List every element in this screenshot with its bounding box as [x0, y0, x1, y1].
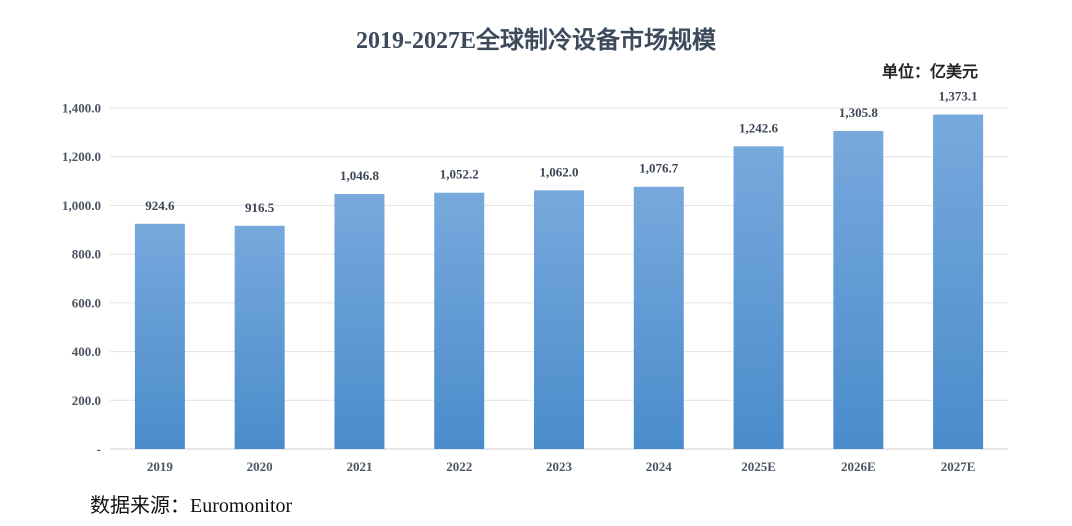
y-tick-label: 1,000.0: [62, 198, 101, 213]
y-tick-label: 200.0: [72, 393, 101, 408]
data-label: 916.5: [245, 200, 275, 215]
data-label: 1,305.8: [839, 105, 879, 120]
x-axis-tick-labels: 2019 2020 2021 2022 2023 2024 2025E 2026E 2027E: [147, 459, 976, 474]
y-tick-label: 1,400.0: [62, 101, 101, 116]
bar-2022: [434, 192, 485, 449]
source-note: 数据来源：Euromonitor: [90, 494, 293, 517]
x-tick-label: 2020: [247, 459, 273, 474]
y-tick-label: 800.0: [72, 247, 101, 262]
data-label: 924.6: [145, 198, 175, 213]
x-tick-label: 2026E: [841, 459, 876, 474]
bar-2026e: [833, 130, 884, 449]
y-tick-label: 600.0: [72, 295, 101, 310]
bar-2021: [334, 194, 385, 449]
y-tick-label: 1,200.0: [62, 149, 101, 164]
y-tick-label: 400.0: [72, 344, 101, 359]
bars: [134, 114, 984, 450]
unit-label: 单位：亿美元: [882, 62, 978, 81]
x-tick-label: 2019: [147, 459, 174, 474]
x-tick-label: 2023: [546, 459, 573, 474]
x-tick-label: 2024: [646, 459, 673, 474]
data-label: 1,242.6: [739, 120, 779, 135]
data-label: 1,046.8: [340, 168, 380, 183]
y-tick-label: -: [97, 442, 101, 457]
bar-2024: [633, 186, 684, 449]
y-axis-tick-labels: - 200.0 400.0 600.0 800.0 1,000.0 1,200.0 1,400…: [62, 101, 101, 457]
data-label: 1,076.7: [639, 161, 679, 176]
bar-2023: [534, 190, 584, 449]
x-tick-label: 2027E: [941, 459, 976, 474]
x-tick-label: 2022: [446, 459, 472, 474]
data-labels: 924.6 916.5 1,046.8 1,052.2 1,062.0 1,076.7 1,…: [145, 89, 977, 215]
bar-2020: [234, 225, 285, 449]
data-label: 1,062.0: [540, 164, 579, 179]
bar-2025e: [733, 146, 784, 450]
bar-2019: [134, 223, 185, 449]
chart-title: 2019-2027E全球制冷设备市场规模: [356, 26, 717, 54]
data-label: 1,373.1: [939, 89, 978, 104]
bar-2027e: [933, 114, 984, 450]
x-tick-label: 2021: [346, 459, 372, 474]
data-label: 1,052.2: [440, 167, 479, 182]
x-tick-label: 2025E: [741, 459, 776, 474]
